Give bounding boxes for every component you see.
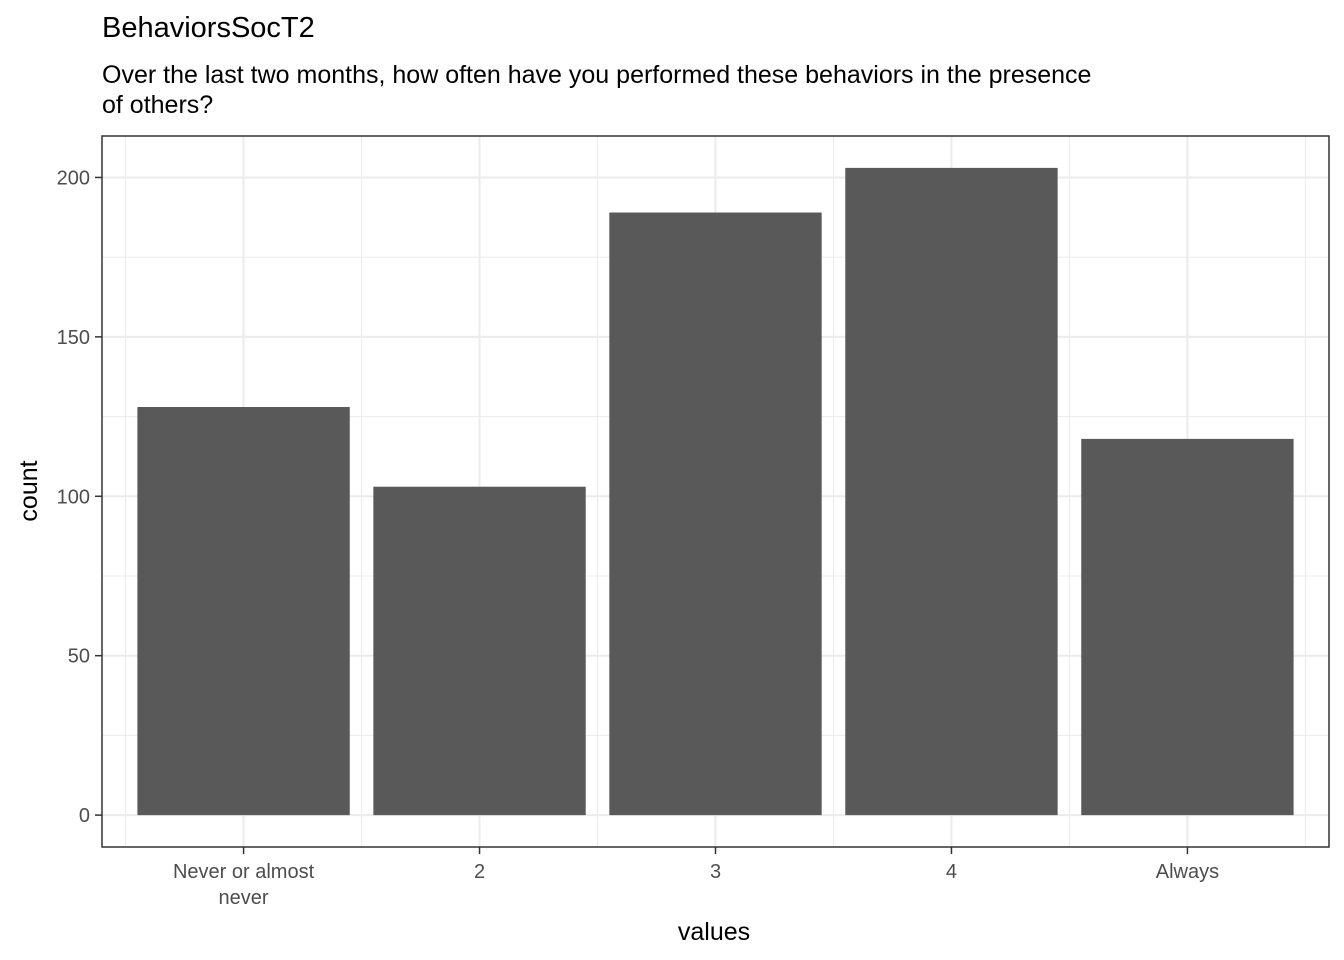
bar (373, 486, 586, 816)
x-tick-label: 2 (474, 861, 485, 883)
y-tick-label: 50 (68, 646, 90, 668)
chart-subtitle: Over the last two months, how often have… (102, 61, 1092, 119)
y-tick-label: 100 (57, 486, 90, 508)
x-axis-title: values (678, 918, 750, 946)
x-tick-label: Never or almost never (173, 861, 315, 909)
y-tick-label: 150 (57, 327, 90, 349)
bar (1081, 438, 1294, 816)
y-axis-title: count (15, 460, 43, 521)
y-axis: 0 50 100 150 200 (57, 167, 102, 827)
x-tick-label: 4 (946, 861, 957, 883)
x-axis: Never or almost never 2 3 4 Always (173, 847, 1219, 909)
y-tick-label: 200 (57, 167, 90, 189)
bars (137, 167, 1294, 816)
bar (845, 167, 1058, 816)
chart-title: BehaviorsSocT2 (102, 12, 315, 44)
y-tick-label: 0 (79, 805, 90, 827)
bar (609, 212, 822, 816)
x-tick-label: 3 (710, 861, 721, 883)
bar (137, 407, 350, 816)
x-tick-label: Always (1156, 861, 1219, 883)
